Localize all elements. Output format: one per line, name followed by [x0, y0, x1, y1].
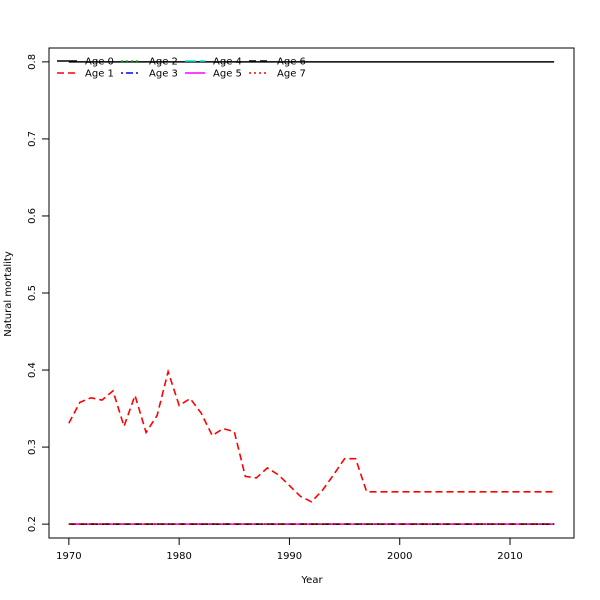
legend-label: Age 2 — [149, 57, 178, 68]
legend-label: Age 4 — [213, 57, 242, 68]
legend-label: Age 6 — [277, 57, 306, 68]
y-tick-label: 0.4 — [27, 362, 38, 378]
y-tick-label: 0.8 — [27, 54, 38, 70]
x-tick-label: 2000 — [387, 551, 412, 562]
y-tick-label: 0.2 — [27, 516, 38, 532]
legend-label: Age 7 — [277, 69, 306, 80]
series-line-age-1 — [68, 368, 555, 503]
legend-label: Age 3 — [149, 69, 178, 80]
y-tick-label: 0.6 — [27, 208, 38, 224]
x-tick-label: 1970 — [56, 551, 81, 562]
x-tick-label: 1980 — [166, 551, 191, 562]
x-axis: 1970 1980 1990 2000 2010 — [56, 537, 523, 562]
x-tick-label: 1990 — [277, 551, 302, 562]
y-tick-label: 0.7 — [27, 131, 38, 147]
x-axis-label: Year — [300, 575, 323, 586]
x-tick-label: 2010 — [497, 551, 522, 562]
y-tick-label: 0.5 — [27, 285, 38, 301]
series-layer — [68, 61, 555, 525]
legend-label: Age 1 — [85, 69, 114, 80]
y-axis-label: Natural mortality — [3, 251, 14, 337]
legend-label: Age 5 — [213, 69, 242, 80]
y-axis: 0.2 0.3 0.4 0.5 0.6 0.7 0.8 — [27, 54, 50, 532]
y-tick-label: 0.3 — [27, 439, 38, 455]
legend-label: Age 0 — [85, 57, 114, 68]
